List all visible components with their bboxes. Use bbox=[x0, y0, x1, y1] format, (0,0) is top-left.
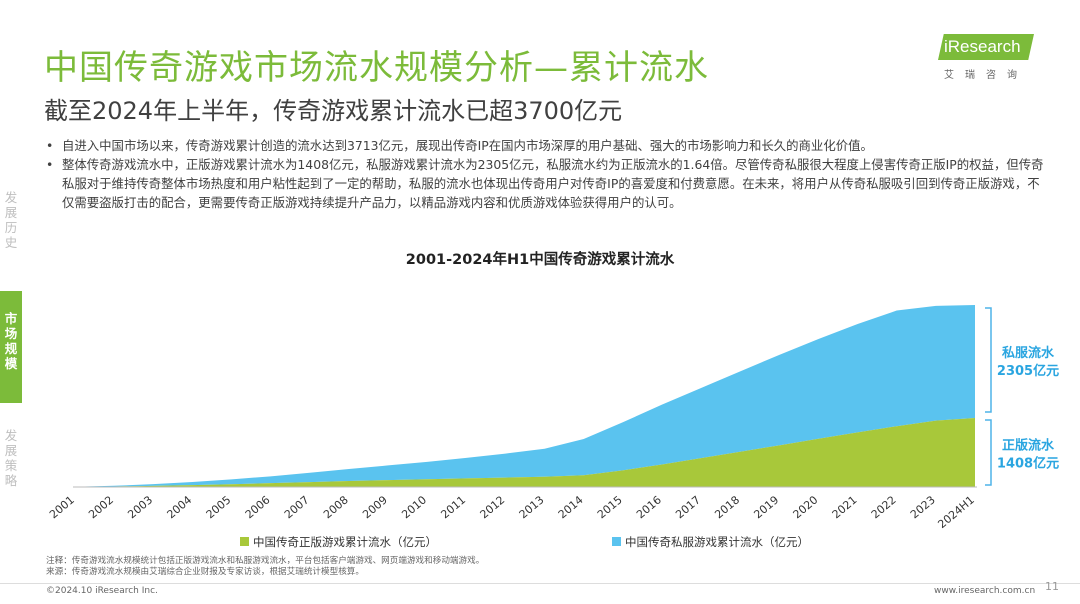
x-tick-label: 2010 bbox=[399, 493, 429, 521]
legend-swatch-private bbox=[612, 537, 621, 546]
legend-swatch-official bbox=[240, 537, 249, 546]
legend-item-private: 中国传奇私服游戏累计流水（亿元） bbox=[612, 534, 809, 550]
x-tick-label: 2024H1 bbox=[935, 493, 976, 531]
bracket-label: 私服流水 bbox=[1002, 345, 1055, 361]
bullet-dot-icon: • bbox=[46, 157, 54, 172]
bracket-private: 私服流水 2305亿元 bbox=[985, 307, 1059, 413]
x-tick-label: 2003 bbox=[125, 493, 155, 521]
series-area-official bbox=[75, 417, 975, 487]
sidenav-item-history[interactable]: 发展历史 bbox=[0, 190, 22, 258]
logo-badge bbox=[938, 34, 1034, 60]
x-tick-label: 2005 bbox=[204, 493, 234, 521]
x-tick-label: 2004 bbox=[165, 493, 195, 521]
logo-subtext: 艾瑞咨询 bbox=[944, 70, 1028, 81]
bullet-dot-icon: • bbox=[46, 138, 54, 153]
x-tick-label: 2012 bbox=[478, 493, 508, 521]
sidenav-label: 发展历史 bbox=[4, 190, 18, 250]
sidenav-label: 发展策略 bbox=[4, 428, 18, 488]
x-tick-label: 2013 bbox=[517, 493, 547, 521]
x-tick-label: 2009 bbox=[360, 493, 390, 521]
x-tick-label: 2001 bbox=[47, 493, 77, 521]
x-tick-label: 2015 bbox=[595, 493, 625, 521]
source-line: 来源：传奇游戏流水规模由艾瑞综合企业财报及专家访谈，根据艾瑞统计模型核算。 bbox=[46, 567, 364, 577]
bracket-line bbox=[985, 419, 992, 486]
bullet-text: 自进入中国市场以来，传奇游戏累计创造的流水达到3713亿元，展现出传奇IP在国内… bbox=[62, 138, 873, 153]
bracket-value: 1408亿元 bbox=[997, 455, 1059, 471]
bracket-value: 2305亿元 bbox=[997, 363, 1059, 379]
bracket-official: 正版流水 1408亿元 bbox=[985, 419, 1059, 486]
copyright: ©2024.10 iResearch Inc. bbox=[46, 586, 158, 596]
x-tick-label: 2014 bbox=[556, 493, 586, 521]
sidenav-item-strategy[interactable]: 发展策略 bbox=[0, 428, 22, 496]
logo-text: iResearch bbox=[944, 37, 1021, 56]
sidenav-item-market-size[interactable]: 市场规模 bbox=[0, 291, 22, 403]
x-tick-label: 2021 bbox=[830, 493, 860, 521]
iresearch-logo: iResearch 艾瑞咨询 bbox=[938, 34, 1038, 84]
page-number: 11 bbox=[1045, 580, 1059, 593]
x-tick-label: 2023 bbox=[908, 493, 938, 521]
bullet-item: • 自进入中国市场以来，传奇游戏累计创造的流水达到3713亿元，展现出传奇IP在… bbox=[46, 136, 1046, 155]
x-tick-label: 2016 bbox=[634, 493, 664, 521]
series-area-private bbox=[75, 305, 975, 487]
chart-title: 2001-2024年H1中国传奇游戏累计流水 bbox=[405, 252, 675, 268]
bullet-item: • 整体传奇游戏流水中，正版游戏累计流水为1408亿元，私服游戏累计流水为230… bbox=[46, 155, 1046, 212]
x-tick-label: 2017 bbox=[673, 493, 703, 521]
footer-divider bbox=[0, 583, 1080, 584]
page-title: 中国传奇游戏市场流水规模分析—累计流水 bbox=[44, 48, 709, 88]
bracket-label: 正版流水 bbox=[1002, 437, 1055, 453]
bracket-line bbox=[985, 307, 992, 413]
x-tick-label: 2008 bbox=[321, 493, 351, 521]
website-link[interactable]: www.iresearch.com.cn bbox=[934, 586, 1036, 596]
x-tick-label: 2022 bbox=[869, 493, 899, 521]
x-tick-label: 2018 bbox=[712, 493, 742, 521]
x-tick-label: 2011 bbox=[438, 493, 468, 521]
legend-label: 中国传奇正版游戏累计流水（亿元） bbox=[253, 535, 437, 549]
bullet-list: • 自进入中国市场以来，传奇游戏累计创造的流水达到3713亿元，展现出传奇IP在… bbox=[46, 136, 1046, 212]
x-tick-label: 2007 bbox=[282, 493, 312, 521]
bullet-text: 整体传奇游戏流水中，正版游戏累计流水为1408亿元，私服游戏累计流水为2305亿… bbox=[62, 157, 1044, 210]
footnotes: 注释：传奇游戏流水规模统计包括正版游戏流水和私服游戏流水，平台包括客户端游戏、网… bbox=[46, 556, 484, 578]
page-subtitle: 截至2024年上半年，传奇游戏累计流水已超3700亿元 bbox=[44, 97, 623, 125]
sidenav-label: 市场规模 bbox=[4, 311, 18, 371]
legend-item-official: 中国传奇正版游戏累计流水（亿元） bbox=[240, 534, 437, 550]
x-tick-label: 2020 bbox=[791, 493, 821, 521]
x-tick-label: 2002 bbox=[86, 493, 116, 521]
x-tick-label: 2019 bbox=[751, 493, 781, 521]
legend-label: 中国传奇私服游戏累计流水（亿元） bbox=[625, 535, 809, 549]
note-line: 注释：传奇游戏流水规模统计包括正版游戏流水和私服游戏流水，平台包括客户端游戏、网… bbox=[46, 556, 485, 566]
x-tick-label: 2006 bbox=[243, 493, 273, 521]
